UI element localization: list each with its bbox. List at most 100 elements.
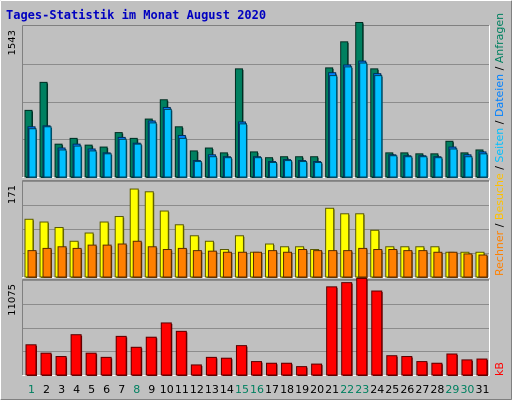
x-tick-label-3: 3: [58, 383, 65, 396]
bar-kb-day-20: [311, 363, 323, 376]
bar-seiten-day-10: [163, 108, 173, 178]
x-tick-label-10: 10: [160, 383, 174, 396]
bar-kb-day-14: [220, 357, 233, 376]
bar-seiten-day-30: [464, 156, 473, 178]
legend-rechner: Rechner: [493, 230, 506, 276]
bar-seiten-day-14: [223, 157, 233, 178]
bar-rechner-day-25: [388, 249, 398, 278]
bar-seiten-day-6: [103, 153, 113, 178]
legend-kb: kB: [493, 362, 506, 376]
x-tick-label-13: 13: [205, 383, 219, 396]
legend-separator: /: [493, 220, 506, 231]
bar-kb-day-2: [40, 352, 53, 376]
bar-rechner-day-8: [132, 240, 143, 278]
bar-kb-day-5: [85, 352, 98, 376]
bar-rechner-day-12: [192, 250, 203, 278]
bar-seiten-day-28: [434, 157, 443, 178]
bar-rechner-day-14: [222, 251, 233, 278]
bar-kb-day-21: [326, 286, 338, 376]
bar-kb-day-16: [250, 361, 263, 376]
bar-rechner-day-5: [87, 244, 98, 278]
x-tick-label-17: 17: [265, 383, 279, 396]
bar-rechner-day-7: [117, 243, 128, 278]
series-kb: [25, 277, 488, 376]
bar-seiten-day-20: [314, 162, 323, 178]
bar-rechner-day-28: [433, 251, 443, 278]
x-tick-label-16: 16: [250, 383, 264, 396]
bar-seiten-day-8: [133, 143, 143, 178]
x-tick-label-22: 22: [340, 383, 354, 396]
bar-rechner-day-9: [147, 246, 158, 278]
bar-kb-day-10: [160, 322, 173, 376]
bar-rechner-day-31: [478, 254, 488, 278]
bar-kb-day-19: [296, 366, 308, 376]
y-max-label-top: 1543: [7, 30, 18, 55]
bar-rechner-day-2: [42, 247, 53, 278]
right-legend: Rechner / Besuche / Seiten / Dateien / A…: [493, 13, 506, 376]
y-max-label-mid: 171: [7, 185, 18, 204]
legend-seiten: Seiten: [493, 128, 506, 163]
x-tick-label-18: 18: [280, 383, 294, 396]
bar-kb-day-30: [461, 359, 473, 376]
x-tick-label-6: 6: [103, 383, 110, 396]
bar-rechner-day-4: [72, 247, 83, 278]
chart-title: Tages-Statistik im Monat August 2020: [6, 8, 266, 22]
legend-anfragen: Anfragen: [493, 13, 506, 63]
x-tick-label-7: 7: [118, 383, 125, 396]
bar-rechner-day-17: [268, 250, 278, 278]
bar-rechner-day-30: [463, 253, 473, 278]
bar-kb-day-25: [386, 355, 398, 376]
bar-seiten-day-3: [58, 149, 68, 178]
bar-seiten-day-18: [284, 160, 293, 178]
x-tick-label-27: 27: [415, 383, 429, 396]
bar-seiten-day-21: [329, 75, 338, 178]
bar-kb-day-13: [205, 356, 218, 376]
bar-seiten-day-2: [43, 126, 53, 178]
x-tick-label-4: 4: [73, 383, 80, 396]
x-tick-label-23: 23: [355, 383, 369, 396]
series-rechner: [27, 240, 488, 278]
bar-seiten-day-4: [73, 145, 83, 178]
bar-seiten-day-31: [479, 153, 488, 178]
bar-seiten-day-29: [449, 148, 458, 178]
bar-seiten-day-15: [238, 123, 248, 178]
bar-seiten-day-16: [253, 157, 263, 178]
bar-kb-day-18: [281, 362, 293, 376]
x-tick-label-8: 8: [133, 383, 140, 396]
x-tick-label-5: 5: [88, 383, 95, 396]
bar-kb-day-17: [266, 362, 278, 376]
bar-seiten-day-7: [118, 138, 128, 178]
bar-kb-day-23: [356, 277, 368, 376]
panel-mid: 171: [7, 180, 490, 278]
bar-seiten-day-23: [359, 62, 368, 178]
bar-kb-day-27: [416, 361, 428, 376]
x-tick-label-26: 26: [400, 383, 414, 396]
x-tick-label-25: 25: [385, 383, 399, 396]
x-tick-label-29: 29: [445, 383, 459, 396]
x-tick-label-11: 11: [175, 383, 189, 396]
legend-besuche: Besuche: [493, 173, 506, 220]
bar-kb-day-26: [401, 356, 413, 376]
bar-rechner-day-18: [283, 251, 293, 278]
x-tick-label-15: 15: [235, 383, 249, 396]
x-tick-label-28: 28: [430, 383, 444, 396]
bar-seiten-day-11: [178, 137, 188, 178]
panel-bot: 11075: [7, 277, 490, 376]
bar-rechner-day-20: [313, 250, 323, 278]
bar-seiten-day-24: [374, 75, 383, 178]
x-tick-label-12: 12: [190, 383, 204, 396]
bar-kb-day-15: [235, 345, 248, 376]
bar-rechner-day-13: [207, 250, 218, 278]
bar-seiten-day-13: [208, 156, 218, 178]
bar-kb-day-4: [70, 334, 83, 376]
legend-separator: /: [493, 117, 506, 128]
bar-rechner-day-29: [448, 251, 458, 278]
bar-kb-day-7: [115, 335, 128, 376]
bar-seiten-day-27: [419, 156, 428, 178]
x-tick-label-21: 21: [325, 383, 339, 396]
legend-dateien: Dateien: [493, 74, 506, 117]
x-tick-label-1: 1: [28, 383, 35, 396]
right-legend-bottom: kB: [493, 362, 506, 376]
